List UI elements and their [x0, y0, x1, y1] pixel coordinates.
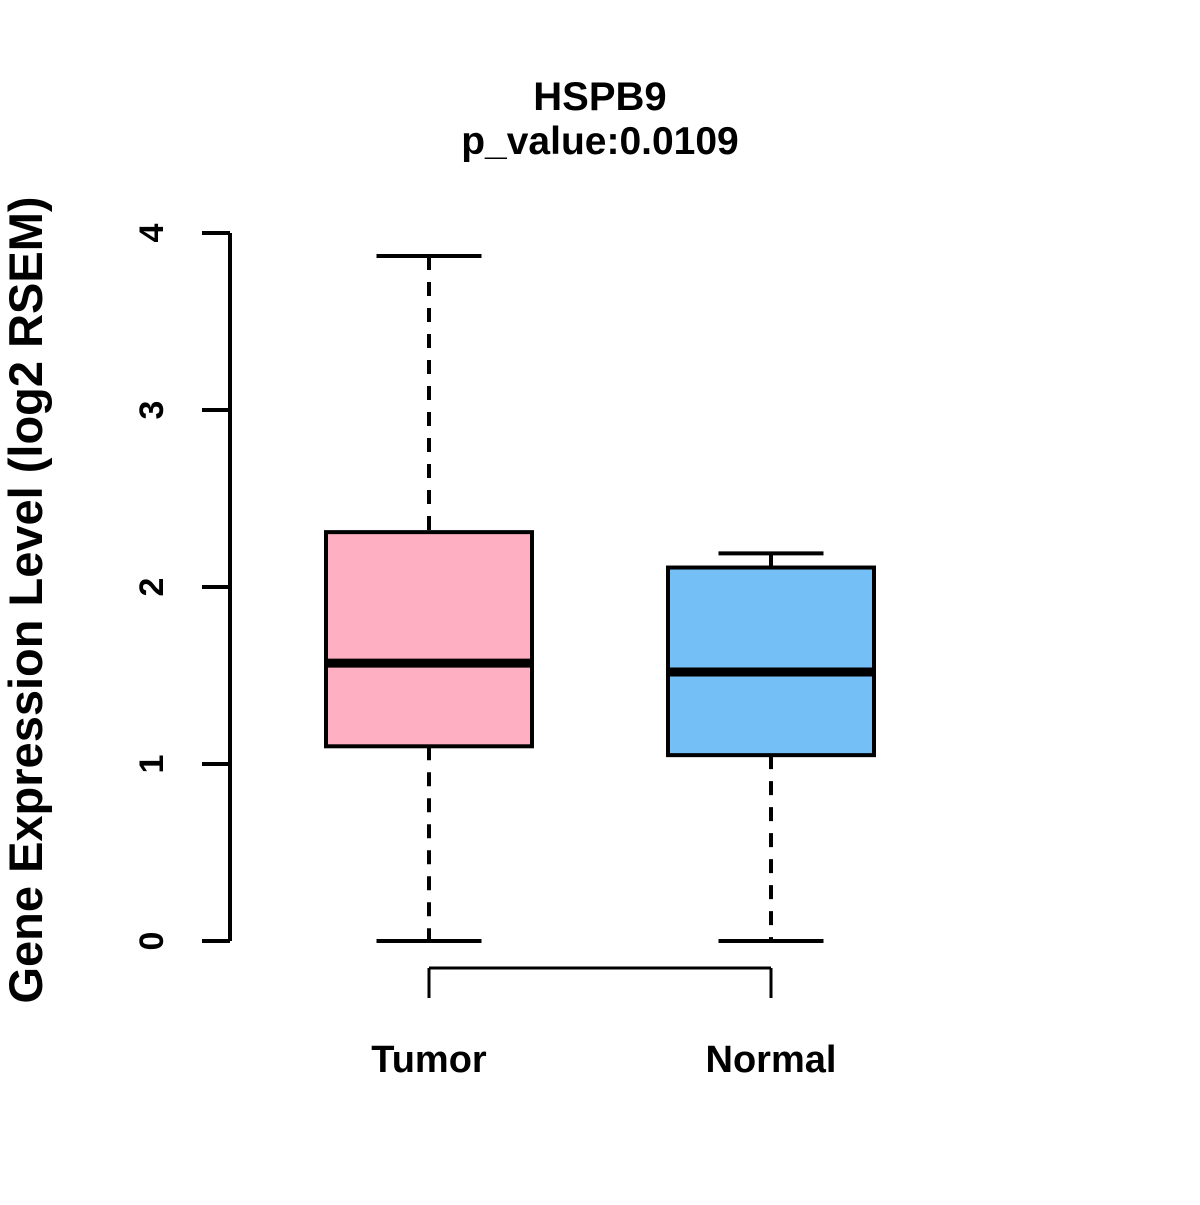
box-normal [666, 565, 876, 758]
y-axis-label: Gene Expression Level (log2 RSEM) [0, 196, 52, 1003]
chart-title: HSPB9 [533, 75, 666, 119]
x-label-tumor: Tumor [371, 1039, 487, 1081]
y-tick-label: 2 [133, 578, 171, 597]
y-tick-label: 3 [133, 401, 171, 420]
y-tick-label: 1 [133, 755, 171, 774]
plot-area: 0 1 2 3 4 Tumor Normal [133, 223, 876, 1081]
x-label-normal: Normal [706, 1039, 837, 1081]
y-tick-label: 0 [133, 932, 171, 951]
box-tumor [324, 530, 534, 749]
chart-subtitle: p_value:0.0109 [461, 120, 739, 163]
y-tick-label: 4 [133, 223, 171, 242]
